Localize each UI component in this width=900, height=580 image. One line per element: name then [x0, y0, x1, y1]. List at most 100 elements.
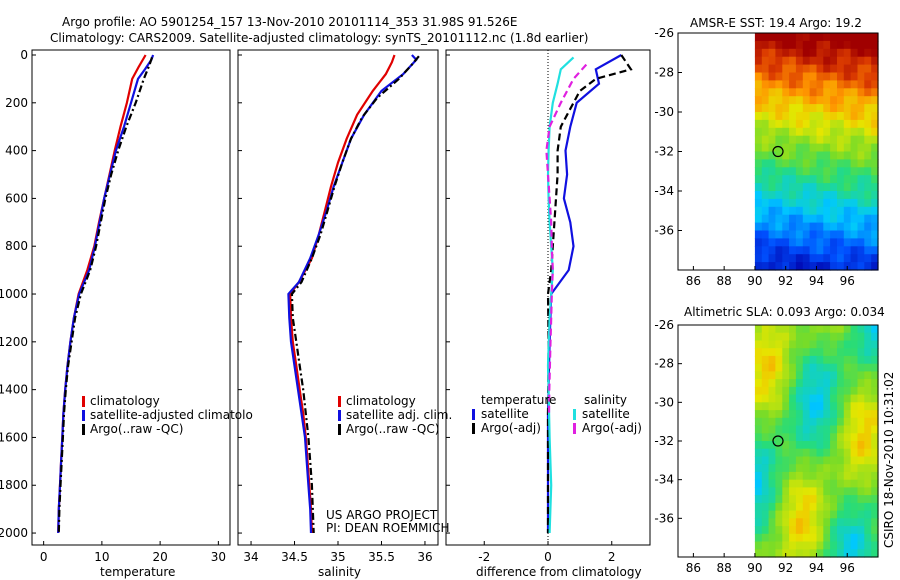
sst-cell — [857, 112, 865, 121]
sst-cell — [837, 135, 845, 145]
difference-xtick-label: -2 — [478, 550, 490, 564]
sla-cell — [802, 441, 811, 450]
sst-cell — [850, 214, 858, 224]
sst-cell — [850, 72, 858, 81]
sst-cell — [816, 40, 824, 50]
sla-cell — [775, 417, 783, 427]
sst-cell — [871, 230, 879, 239]
sla-cell — [754, 340, 763, 349]
sla-cell — [782, 332, 790, 341]
sst-cell — [754, 222, 763, 232]
sla-cell — [843, 464, 852, 473]
sst-cell — [782, 48, 790, 58]
sla-cell — [754, 441, 763, 450]
sla-cell — [843, 541, 852, 550]
sst-cell — [775, 198, 783, 208]
sst-cell — [789, 96, 797, 105]
sla-cell — [843, 371, 852, 380]
sst-cell — [754, 119, 763, 129]
sla-xtick-label: 90 — [747, 561, 762, 575]
sst-cell — [754, 238, 763, 247]
sla-cell — [823, 526, 831, 535]
sst-cell — [816, 127, 824, 137]
sst-cell — [795, 167, 804, 176]
sla-cell — [795, 518, 804, 527]
sla-cell — [795, 363, 804, 372]
sst-cell — [795, 40, 804, 50]
sla-cell — [864, 410, 872, 419]
sla-cell — [830, 394, 838, 403]
sst-ytick-label: -32 — [654, 145, 674, 159]
sla-cell — [789, 410, 797, 419]
sla-cell — [782, 325, 790, 334]
temperature-ytick-label: 400 — [5, 144, 28, 158]
sst-cell — [775, 151, 783, 160]
sst-cell — [837, 183, 845, 192]
sla-cell — [830, 526, 838, 535]
sla-cell — [864, 456, 872, 465]
sla-cell — [871, 448, 879, 457]
sla-cell — [850, 487, 858, 496]
salinity-xtick-label: 35.5 — [368, 550, 395, 564]
sla-cell — [789, 479, 797, 488]
temperature-xtick-label: 30 — [211, 550, 226, 564]
sst-cell — [761, 112, 770, 121]
sla-cell — [850, 510, 858, 519]
sla-cell — [809, 448, 817, 457]
sla-cell — [864, 441, 872, 450]
sla-cell — [823, 340, 831, 349]
sst-cell — [864, 33, 872, 42]
sst-cell — [802, 33, 811, 42]
sla-cell — [843, 402, 852, 411]
sst-cell — [823, 167, 831, 176]
sla-cell — [850, 425, 858, 434]
sla-cell — [754, 386, 763, 396]
sla-cell — [871, 355, 879, 365]
sst-cell — [795, 254, 804, 263]
sst-cell — [823, 159, 831, 168]
sla-cell — [871, 549, 879, 558]
temperature-legend-label: Argo(..raw -QC) — [90, 422, 183, 436]
sla-cell — [864, 526, 872, 535]
sla-cell — [795, 355, 804, 365]
sst-cell — [816, 159, 824, 168]
sla-cell — [795, 410, 804, 419]
sst-cell — [823, 262, 831, 271]
sst-cell — [830, 56, 838, 66]
sla-cell — [864, 402, 872, 411]
sst-cell — [816, 246, 824, 255]
sst-cell — [795, 56, 804, 66]
sla-cell — [850, 433, 858, 442]
sst-cell — [761, 175, 770, 184]
sst-cell — [857, 206, 865, 216]
sla-cell — [802, 433, 811, 442]
diff-legend-swatch — [472, 409, 475, 420]
sst-cell — [843, 183, 852, 192]
sla-cell — [857, 348, 865, 357]
sst-cell — [843, 238, 852, 247]
sla-cell — [789, 448, 797, 457]
sla-cell — [857, 379, 865, 388]
sla-cell — [782, 402, 790, 411]
sla-cell — [816, 510, 824, 519]
diff-legend-label: Argo(-adj) — [582, 421, 642, 435]
sla-cell — [830, 479, 838, 488]
sla-cell — [816, 394, 824, 403]
sst-cell — [775, 88, 783, 97]
sst-cell — [864, 135, 872, 145]
sla-cell — [871, 526, 879, 535]
sst-cell — [754, 262, 763, 271]
sst-cell — [789, 167, 797, 176]
sla-cell — [837, 464, 845, 473]
sst-cell — [850, 119, 858, 129]
sla-cell — [782, 448, 790, 457]
sla-cell — [761, 417, 770, 427]
sla-cell — [768, 533, 776, 543]
sst-cell — [768, 88, 776, 97]
salinity-panel: salinity US ARGO PROJECT PI: DEAN ROEMMI… — [237, 49, 452, 579]
sst-cell — [768, 175, 776, 184]
sla-cell — [823, 394, 831, 403]
sst-cell — [754, 127, 763, 137]
sst-cell — [782, 119, 790, 129]
sst-cell — [850, 198, 858, 208]
